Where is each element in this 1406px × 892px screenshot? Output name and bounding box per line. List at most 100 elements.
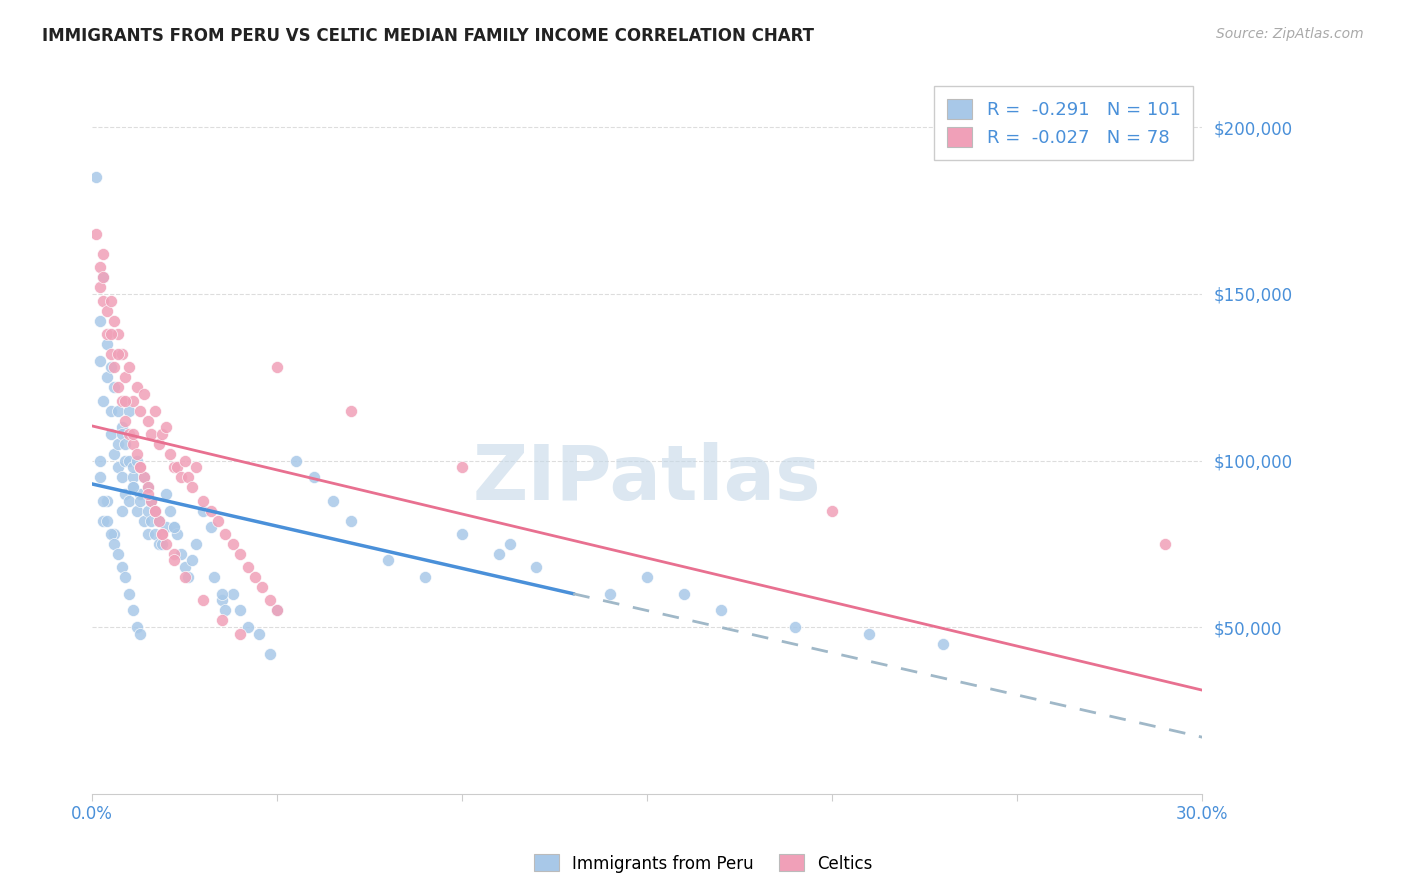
- Point: [155, 487, 177, 501]
- Point: [236, 560, 259, 574]
- Point: [413, 570, 436, 584]
- Point: [84, 170, 107, 185]
- Point: [125, 503, 148, 517]
- Point: [181, 480, 204, 494]
- Point: [103, 537, 125, 551]
- Point: [114, 413, 136, 427]
- Point: [100, 360, 122, 375]
- Text: IMMIGRANTS FROM PERU VS CELTIC MEDIAN FAMILY INCOME CORRELATION CHART: IMMIGRANTS FROM PERU VS CELTIC MEDIAN FA…: [42, 27, 814, 45]
- Point: [162, 520, 184, 534]
- Point: [129, 460, 152, 475]
- Point: [114, 570, 136, 584]
- Point: [132, 514, 155, 528]
- Point: [114, 487, 136, 501]
- Point: [193, 503, 215, 517]
- Point: [118, 453, 141, 467]
- Point: [143, 526, 166, 541]
- Point: [111, 426, 134, 441]
- Point: [162, 547, 184, 561]
- Point: [148, 437, 170, 451]
- Point: [107, 403, 129, 417]
- Point: [118, 587, 141, 601]
- Point: [91, 293, 114, 308]
- Point: [122, 426, 145, 441]
- Point: [122, 603, 145, 617]
- Point: [103, 380, 125, 394]
- Point: [200, 503, 222, 517]
- Point: [103, 526, 125, 541]
- Point: [162, 553, 184, 567]
- Point: [499, 537, 522, 551]
- Point: [143, 403, 166, 417]
- Point: [89, 453, 111, 467]
- Point: [159, 503, 181, 517]
- Point: [122, 460, 145, 475]
- Point: [259, 593, 281, 607]
- Point: [96, 303, 118, 318]
- Point: [1154, 537, 1177, 551]
- Point: [155, 520, 177, 534]
- Point: [166, 526, 188, 541]
- Point: [322, 493, 344, 508]
- Point: [159, 447, 181, 461]
- Point: [710, 603, 733, 617]
- Point: [122, 437, 145, 451]
- Point: [266, 603, 288, 617]
- Point: [114, 453, 136, 467]
- Point: [177, 470, 200, 484]
- Point: [107, 380, 129, 394]
- Point: [96, 370, 118, 384]
- Point: [148, 537, 170, 551]
- Point: [118, 426, 141, 441]
- Point: [111, 503, 134, 517]
- Point: [107, 437, 129, 451]
- Point: [100, 326, 122, 341]
- Point: [266, 603, 288, 617]
- Point: [125, 453, 148, 467]
- Point: [91, 270, 114, 285]
- Point: [91, 493, 114, 508]
- Legend: R =  -0.291   N = 101, R =  -0.027   N = 78: R = -0.291 N = 101, R = -0.027 N = 78: [935, 87, 1194, 160]
- Point: [111, 393, 134, 408]
- Point: [193, 593, 215, 607]
- Point: [284, 453, 307, 467]
- Point: [100, 426, 122, 441]
- Point: [170, 547, 193, 561]
- Point: [141, 514, 163, 528]
- Point: [96, 337, 118, 351]
- Point: [155, 420, 177, 434]
- Point: [89, 280, 111, 294]
- Point: [259, 647, 281, 661]
- Point: [114, 370, 136, 384]
- Point: [136, 487, 159, 501]
- Point: [785, 620, 807, 634]
- Point: [91, 393, 114, 408]
- Point: [451, 526, 474, 541]
- Point: [114, 393, 136, 408]
- Point: [111, 470, 134, 484]
- Point: [96, 326, 118, 341]
- Point: [170, 470, 193, 484]
- Point: [451, 460, 474, 475]
- Point: [152, 526, 174, 541]
- Point: [107, 326, 129, 341]
- Point: [184, 460, 207, 475]
- Point: [524, 560, 547, 574]
- Point: [141, 493, 163, 508]
- Point: [111, 420, 134, 434]
- Point: [377, 553, 399, 567]
- Point: [136, 503, 159, 517]
- Point: [152, 526, 174, 541]
- Point: [200, 520, 222, 534]
- Text: Source: ZipAtlas.com: Source: ZipAtlas.com: [1216, 27, 1364, 41]
- Point: [96, 493, 118, 508]
- Point: [181, 553, 204, 567]
- Point: [148, 514, 170, 528]
- Point: [129, 487, 152, 501]
- Point: [111, 347, 134, 361]
- Point: [114, 437, 136, 451]
- Point: [100, 347, 122, 361]
- Point: [122, 393, 145, 408]
- Point: [107, 460, 129, 475]
- Point: [162, 520, 184, 534]
